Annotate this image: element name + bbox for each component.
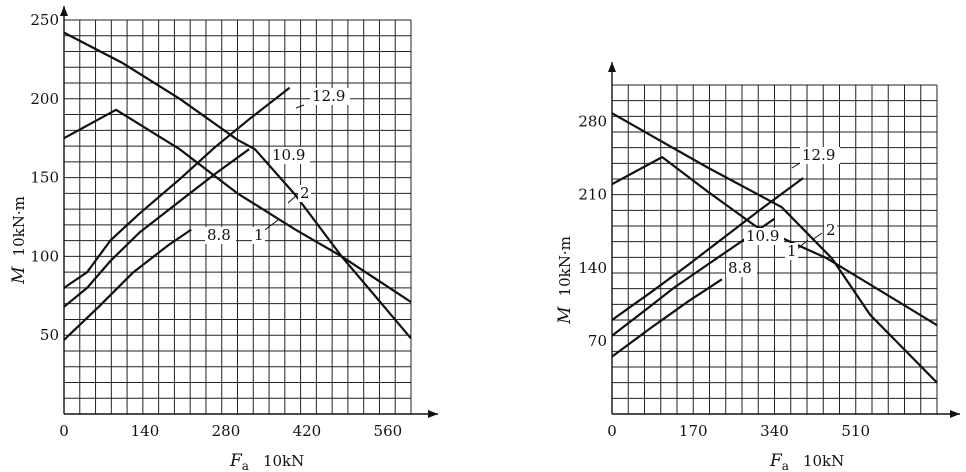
y-tick-label: 70 (588, 332, 607, 350)
y-axis-arrow (60, 6, 68, 16)
chart-grid (63, 19, 412, 415)
chart-grid (611, 84, 938, 415)
series-label-8-8: 8.8 (207, 226, 231, 244)
label-backdrop (785, 243, 798, 260)
y-tick-label: 50 (40, 326, 59, 344)
x-tick-label: 280 (212, 422, 241, 440)
y-tick-label: 250 (30, 11, 59, 29)
series-label-1: 1 (254, 226, 264, 244)
series-line-8-8 (611, 278, 723, 358)
y-axis-label: M10kN·m (555, 236, 575, 325)
y-axis-arrow (608, 62, 616, 72)
label-backdrop (310, 88, 350, 105)
label-leader (811, 232, 823, 241)
x-axis-arrow (428, 410, 438, 418)
x-tick-label: 340 (760, 422, 789, 440)
x-axis-label: Fa 10kN (769, 451, 844, 472)
label-leader (287, 193, 299, 204)
y-tick-label: 140 (578, 259, 607, 277)
series-label-10-9: 10.9 (272, 146, 305, 164)
label-backdrop (298, 185, 311, 202)
series-label-1: 1 (787, 242, 797, 260)
series-label-2: 2 (826, 221, 836, 239)
label-leader (295, 104, 305, 109)
series-label-12-9: 12.9 (312, 87, 345, 105)
label-leader (791, 162, 801, 169)
x-tick-label: 420 (293, 422, 322, 440)
x-axis-label: Fa 10kN (229, 451, 304, 472)
chart-1: 0 140 280 420 560 50 100 150 200 250 Fa 10kN M10kN·m… (9, 6, 438, 472)
series-line-2 (63, 31, 412, 340)
y-tick-label: 280 (578, 113, 607, 131)
label-backdrop (744, 228, 784, 245)
series-line-1 (611, 156, 938, 327)
x-tick-label: 170 (679, 422, 708, 440)
series-label-10-9: 10.9 (746, 227, 779, 245)
label-backdrop (270, 147, 310, 164)
label-backdrop (252, 227, 265, 244)
chart-2: 0 170 340 510 70 140 210 280 Fa 10kN M10kN·m 12.9 10… (555, 62, 960, 472)
y-tick-label: 150 (30, 169, 59, 187)
x-tick-label: 560 (374, 422, 403, 440)
series-line-12-9 (63, 86, 291, 289)
label-backdrop (824, 222, 837, 239)
series-line-8-8 (63, 228, 192, 341)
x-tick-label: 0 (59, 422, 69, 440)
x-tick-label: 0 (607, 422, 617, 440)
x-axis-arrow (950, 410, 960, 418)
series-label-8-8: 8.8 (728, 259, 752, 277)
y-tick-label: 210 (578, 186, 607, 204)
series-label-12-9: 12.9 (802, 146, 835, 164)
y-tick-label: 200 (30, 90, 59, 108)
y-axis-label: M10kN·m (9, 196, 29, 285)
series-label-2: 2 (300, 184, 310, 202)
label-backdrop (726, 260, 757, 277)
x-tick-label: 510 (841, 422, 870, 440)
label-backdrop (800, 147, 840, 164)
label-backdrop (205, 227, 236, 244)
y-tick-label: 100 (30, 247, 59, 265)
x-tick-label: 140 (131, 422, 160, 440)
series-line-2 (611, 112, 938, 384)
